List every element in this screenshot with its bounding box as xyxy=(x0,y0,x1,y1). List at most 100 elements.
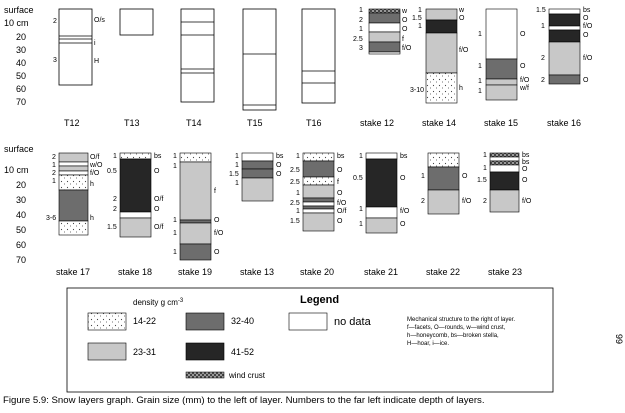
depth-40-label: 40 xyxy=(16,58,26,68)
depth-20-label-2: 20 xyxy=(16,180,26,190)
stake-17-label: stake 17 xyxy=(56,267,90,277)
s13-grain-3: 1.5 xyxy=(229,171,239,178)
depth-70-label: 70 xyxy=(16,97,26,107)
legend-swatch-wind-crust xyxy=(185,371,225,379)
column-stake-16: 1.5 1 2 2 bs O f/O O f/O O stake 16 xyxy=(536,7,593,128)
s21-grain-2: 0.5 xyxy=(353,175,363,182)
s15-mech-2: O xyxy=(520,63,526,70)
s19-grain-1: 1 xyxy=(173,153,177,160)
s19-grain-5: 1 xyxy=(173,249,177,256)
depth-axis-row2: surface 10 cm 20 30 40 50 60 70 xyxy=(4,144,34,265)
column-t13: T13 xyxy=(119,8,154,128)
surface-label: surface xyxy=(4,5,34,15)
s20-mech-5: f/O xyxy=(337,200,347,207)
depth-70-label-2: 70 xyxy=(16,255,26,265)
t12-mech-2: i xyxy=(94,40,96,47)
stake-19-label: stake 19 xyxy=(178,267,212,277)
s14-grain-3: 1 xyxy=(418,23,422,30)
s13-mech-2: O xyxy=(276,162,282,169)
s23-grain-3: 1.5 xyxy=(477,177,487,184)
s19-grain-3: 1 xyxy=(173,217,177,224)
column-t12: 2 3 O/s i H T12 xyxy=(53,8,105,128)
depth-10-label-2: 10 cm xyxy=(4,165,29,175)
density-label: density g cm-3 xyxy=(133,298,184,307)
depth-50-label: 50 xyxy=(16,71,26,81)
s16-mech-5: f/O xyxy=(583,55,593,62)
legend-swatch-no-data xyxy=(288,312,328,331)
depth-30-label: 30 xyxy=(16,45,26,55)
s16-grain-3: 2 xyxy=(541,55,545,62)
s20-grain-1: 1 xyxy=(296,153,300,160)
stake-20-label: stake 20 xyxy=(300,267,334,277)
figure-caption: Figure 5.9: Snow layers graph. Grain siz… xyxy=(3,395,485,406)
legend-swatch-32-40 xyxy=(185,312,225,331)
s23-grain-4: 2 xyxy=(483,198,487,205)
column-stake-13: 1 1 1.5 1 bs O O stake 13 xyxy=(229,152,284,277)
s14-mech-2: O xyxy=(459,15,465,22)
stake-22-label: stake 22 xyxy=(426,267,460,277)
s13-grain-4: 1 xyxy=(235,180,239,187)
s14-grain-1: 1 xyxy=(418,7,422,14)
s20-grain-7: 1.5 xyxy=(290,218,300,225)
s16-grain-1: 1.5 xyxy=(536,7,546,14)
stake-16-label: stake 16 xyxy=(547,118,581,128)
s17-grain-5: 3-6 xyxy=(46,215,56,222)
s23-grain-2: 1 xyxy=(483,165,487,172)
s22-mech-1: O xyxy=(462,173,468,180)
column-t14: T14 xyxy=(180,8,215,128)
s20-mech-7: O xyxy=(337,218,343,225)
s22-mech-2: f/O xyxy=(462,198,472,205)
column-stake-21: 1 0.5 1 1 bs O f/O O stake 21 xyxy=(353,152,410,277)
s14-mech-3: f/O xyxy=(459,47,469,54)
s16-grain-4: 2 xyxy=(541,77,545,84)
s18-mech-1: bs xyxy=(154,153,162,160)
depth-40-label-2: 40 xyxy=(16,210,26,220)
s17-mech-2: w/O xyxy=(89,162,103,169)
legend-box xyxy=(66,287,554,393)
legend: Legend density g cm-3 14-22 32-40 no dat… xyxy=(66,287,554,393)
legend-label-wind-crust: wind crust xyxy=(228,371,266,380)
s12-mech-2: O xyxy=(402,17,408,24)
column-stake-15: 1 1 1 1 O O f/O w/f stake 15 xyxy=(478,8,530,128)
s21-mech-4: O xyxy=(400,221,406,228)
s23-grain-1: 1 xyxy=(483,152,487,159)
t12-mech-1: O/s xyxy=(94,17,105,24)
s17-mech-1: O/f xyxy=(90,154,99,161)
legend-title: Legend xyxy=(300,294,339,306)
page-number: 99 xyxy=(614,334,624,344)
s13-grain-2: 1 xyxy=(235,162,239,169)
s18-grain-5: 1.5 xyxy=(107,224,117,231)
legend-swatch-41-52 xyxy=(185,342,225,361)
s18-grain-3: 2 xyxy=(113,196,117,203)
depth-30-label-2: 30 xyxy=(16,195,26,205)
s17-grain-3: 2 xyxy=(52,170,56,177)
s18-grain-4: 2 xyxy=(113,206,117,213)
mech-line-2: f—facets, O—rounds, w—wind crust, xyxy=(407,325,506,331)
depth-20-label: 20 xyxy=(16,32,26,42)
s17-mech-4: h xyxy=(90,181,94,188)
t16-label: T16 xyxy=(306,118,322,128)
s18-grain-1: 1 xyxy=(113,153,117,160)
s14-grain-2: 1.5 xyxy=(412,15,422,22)
depth-10-label: 10 cm xyxy=(4,18,29,28)
s23-mech-1: bs xyxy=(522,152,530,159)
s14-grain-4: 3-10 xyxy=(410,87,424,94)
s15-grain-4: 1 xyxy=(478,88,482,95)
depth-60-label-2: 60 xyxy=(16,240,26,250)
column-stake-14: 1 1.5 1 3-10 w O f/O h stake 14 xyxy=(410,7,469,128)
s17-grain-2: 1 xyxy=(52,162,56,169)
stake-14-label: stake 14 xyxy=(422,118,456,128)
s14-mech-4: h xyxy=(459,85,463,92)
t12-grain-1: 2 xyxy=(53,18,57,25)
s20-mech-6: O/f xyxy=(337,208,346,215)
s15-grain-3: 1 xyxy=(478,78,482,85)
column-t16: T16 xyxy=(301,8,336,128)
s16-grain-2: 1 xyxy=(541,23,545,30)
mech-line-3: h—honeycomb, bs—broken stella, xyxy=(407,333,499,339)
column-stake-20: 1 2.5 2.5 1 2.5 1 1.5 bs O f O f/O O/f O… xyxy=(290,152,347,277)
surface-label-2: surface xyxy=(4,144,34,154)
t15-label: T15 xyxy=(247,118,263,128)
column-stake-19: 1 1 1 1 1 f O f/O O stake 19 xyxy=(173,152,224,277)
stake-18-label: stake 18 xyxy=(118,267,152,277)
s17-grain-1: 2 xyxy=(52,154,56,161)
